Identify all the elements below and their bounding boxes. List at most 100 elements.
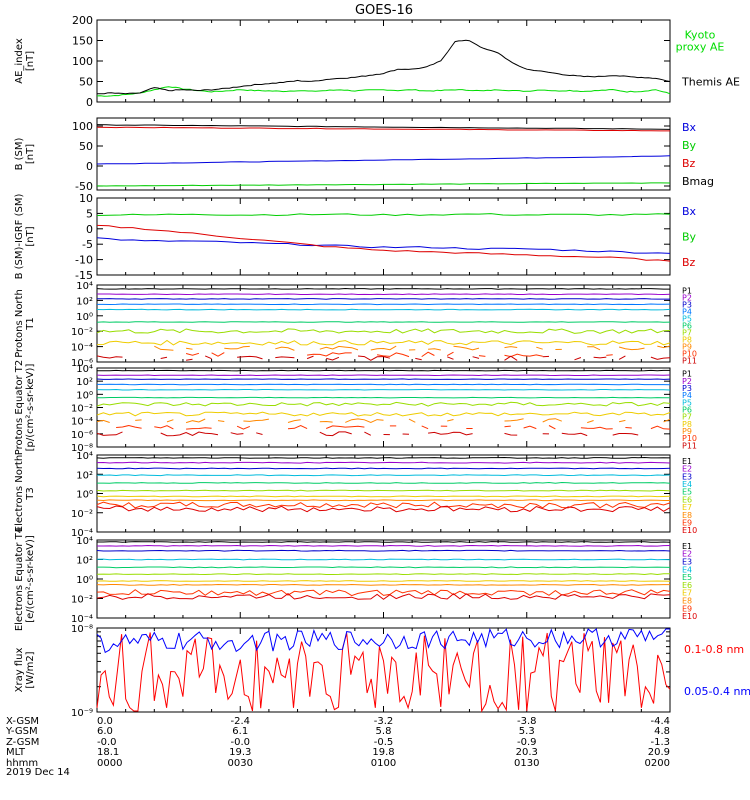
ae-series-line bbox=[96, 86, 671, 97]
b-legend-label: By bbox=[682, 139, 697, 152]
protons2-channel-line bbox=[548, 425, 556, 430]
electrons1-channel-label: E4 bbox=[682, 480, 692, 489]
protons1-channel-line bbox=[275, 346, 295, 351]
protons2-ytick-label: 10⁻⁶ bbox=[71, 430, 93, 441]
xray-frame bbox=[96, 627, 671, 713]
protons1-channel-line bbox=[306, 355, 314, 360]
protons2-channel-line bbox=[504, 432, 518, 436]
protons1-ytick-label: 10² bbox=[76, 296, 93, 307]
electrons2-channel-line bbox=[96, 589, 671, 597]
electrons2-ytick-label: 10⁻⁴ bbox=[71, 614, 93, 625]
protons2-channel-line bbox=[160, 431, 219, 437]
b-ytick-label: -50 bbox=[75, 180, 93, 193]
electrons1-channel-label: E3 bbox=[682, 472, 692, 481]
protons1-channel-line bbox=[96, 308, 671, 311]
ephemeris-value: 6.0 bbox=[97, 726, 113, 738]
electrons1-channel-label: E6 bbox=[682, 495, 692, 504]
ephemeris-row: hhmm 0000 0030 0100 0130 0200 bbox=[6, 758, 750, 769]
db-series-line bbox=[96, 224, 671, 262]
electrons2-frame bbox=[96, 539, 671, 619]
protons1-channel-label: P8 bbox=[682, 336, 692, 345]
protons1-channel-line bbox=[357, 355, 391, 361]
protons2-channel-label: P5 bbox=[682, 398, 692, 407]
ae-legend-label: Kyoto bbox=[685, 29, 716, 42]
electrons2-channel-line bbox=[97, 544, 671, 547]
protons1-channel-line bbox=[154, 345, 174, 351]
xray-ylabel: Xray flux[W/m2] bbox=[14, 648, 36, 693]
electrons2-channel-line bbox=[96, 573, 670, 576]
protons2-channel-line bbox=[236, 425, 250, 430]
protons1-channel-label: P7 bbox=[682, 329, 692, 338]
protons2-channel-line bbox=[408, 418, 416, 423]
electrons2-channel-label: E3 bbox=[682, 558, 692, 567]
protons2-channel-label: P8 bbox=[682, 420, 692, 429]
b-series-line bbox=[96, 124, 671, 130]
ephemeris-label: MLT bbox=[6, 747, 25, 759]
electrons2-ytick-label: 10⁰ bbox=[76, 575, 93, 586]
electrons1-ytick-label: 10⁰ bbox=[76, 490, 93, 501]
protons2-channel-line bbox=[542, 418, 562, 423]
protons2-channel-line bbox=[96, 431, 123, 436]
electrons2-ytick-label: 10² bbox=[76, 556, 93, 567]
b-series-line bbox=[96, 155, 671, 165]
protons1-frame bbox=[96, 284, 671, 363]
electrons2-ytick-label: 10⁻² bbox=[71, 595, 93, 606]
xray-legend-label: 0.1-0.8 nm bbox=[684, 643, 744, 656]
protons1-channel-line bbox=[415, 357, 422, 361]
protons2-channel-line bbox=[319, 420, 333, 423]
protons2-channel-label: P6 bbox=[682, 406, 692, 415]
electrons1-channel-line bbox=[96, 456, 671, 459]
protons1-channel-label: P9 bbox=[682, 343, 692, 352]
protons2-channel-line bbox=[96, 374, 671, 377]
ephemeris-value: 6.1 bbox=[232, 726, 249, 738]
xray-ytick-label: 10⁻⁹ bbox=[71, 708, 93, 719]
ephemeris-value: -0.0 bbox=[97, 736, 117, 748]
electrons1-channel-label: E2 bbox=[682, 465, 692, 474]
protons2-ytick-label: 10⁻⁸ bbox=[71, 443, 93, 454]
protons1-channel-line bbox=[657, 345, 671, 349]
protons2-ytick-label: 10⁴ bbox=[76, 364, 93, 375]
plot-title: GOES-16 bbox=[355, 3, 413, 18]
protons1-channel-line bbox=[96, 339, 671, 346]
ephemeris-label: X-GSM bbox=[6, 716, 40, 727]
protons2-channel-line bbox=[587, 420, 594, 424]
ephemeris-label: Z-GSM bbox=[6, 736, 40, 748]
protons2-channel-line bbox=[523, 425, 537, 430]
ephemeris-row: Y-GSM 6.0 6.1 5.8 5.3 4.8 bbox=[6, 726, 750, 738]
protons1-channel-line bbox=[504, 355, 518, 361]
electrons1-channel-line bbox=[96, 501, 671, 509]
protons2-channel-line bbox=[166, 419, 174, 423]
protons1-channel-line bbox=[587, 346, 601, 351]
ephemeris-row: Z-GSM -0.0 -0.0 -0.5 -0.9 -1.3 bbox=[6, 736, 750, 748]
electrons1-ylabel: Electrons NorthT3 bbox=[14, 455, 36, 532]
protons1-channel-label: P6 bbox=[682, 322, 692, 331]
protons2-channel-line bbox=[428, 431, 473, 436]
db-legend-label: Bz bbox=[682, 256, 696, 269]
protons1-channel-line bbox=[618, 346, 645, 351]
protons1-channel-line bbox=[96, 355, 123, 359]
xray-ytick-label: 10⁻⁸ bbox=[71, 624, 93, 635]
protons1-channel-line bbox=[650, 356, 671, 360]
b-series-line bbox=[96, 126, 670, 132]
electrons2-ylabel: Electrons Equator T4[e/(cm²-s-sr-keV)] bbox=[14, 527, 36, 631]
protons2-channel-line bbox=[421, 425, 429, 430]
electrons1-channel-label: E10 bbox=[682, 526, 697, 535]
ae-series-line bbox=[96, 39, 671, 95]
protons1-channel-line bbox=[275, 356, 295, 359]
protons2-channel-label: P10 bbox=[682, 434, 697, 443]
protons2-channel-line bbox=[96, 401, 671, 407]
protons1-channel-line bbox=[606, 354, 613, 356]
electrons2-channel-label: E10 bbox=[682, 612, 697, 621]
b-legend-label: Bz bbox=[682, 157, 696, 170]
protons2-channel-label: P11 bbox=[682, 441, 697, 450]
electrons2-channel-label: E9 bbox=[682, 604, 692, 613]
electrons2-channel-label: E8 bbox=[682, 597, 692, 606]
ae-legend-label: proxy AE bbox=[676, 41, 725, 54]
electrons2-channel-label: E2 bbox=[682, 550, 692, 559]
ephemeris-value: -4.4 bbox=[650, 716, 670, 727]
electrons2-channel-line bbox=[97, 541, 671, 543]
b-ytick-label: 0 bbox=[86, 160, 93, 173]
ephemeris-value: 19.3 bbox=[229, 747, 252, 759]
protons1-channel-label: P10 bbox=[682, 350, 697, 359]
